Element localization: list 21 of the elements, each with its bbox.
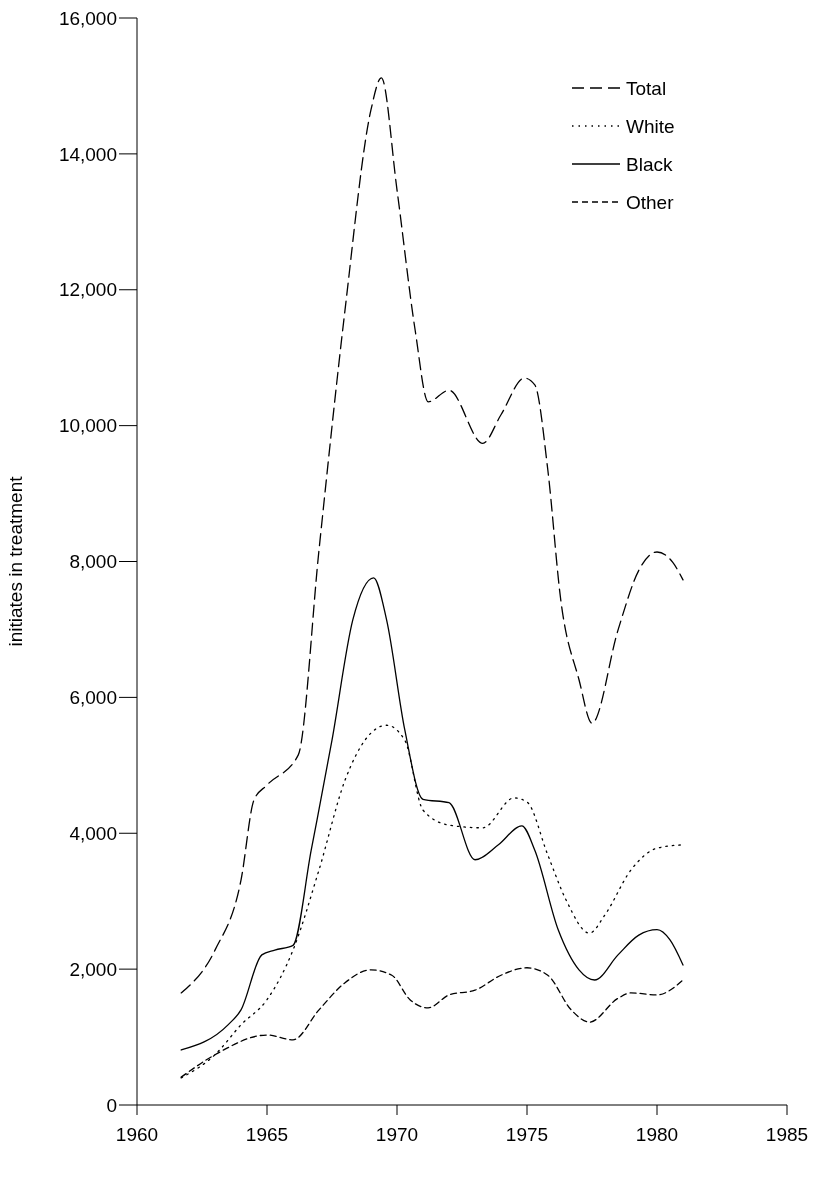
legend-label: Black bbox=[626, 153, 673, 175]
y-tick-label: 8,000 bbox=[69, 551, 117, 573]
legend-label: White bbox=[626, 115, 675, 137]
y-tick-label: 16,000 bbox=[58, 7, 117, 29]
x-tick-label: 1960 bbox=[115, 1124, 159, 1145]
x-tick-label: 1975 bbox=[505, 1124, 549, 1145]
y-tick-label: 4,000 bbox=[69, 822, 117, 844]
x-tick-label: 1965 bbox=[245, 1124, 289, 1145]
line-series bbox=[180, 77, 684, 994]
legend-label: Total bbox=[626, 77, 667, 99]
y-tick-label: 12,000 bbox=[58, 279, 117, 301]
y-tick-label: 2,000 bbox=[69, 958, 117, 980]
y-tick-label: 14,000 bbox=[58, 143, 117, 165]
y-axis-title: initiates in treatment bbox=[5, 475, 26, 647]
legend-label: Other bbox=[626, 191, 675, 213]
y-tick-label: 6,000 bbox=[69, 687, 117, 709]
x-tick-label: 1970 bbox=[375, 1124, 419, 1145]
y-tick-label: 10,000 bbox=[58, 415, 117, 437]
y-tick-label: 0 bbox=[106, 1094, 117, 1116]
x-tick-label: 1980 bbox=[635, 1124, 679, 1145]
x-tick-label: 1985 bbox=[765, 1124, 809, 1145]
